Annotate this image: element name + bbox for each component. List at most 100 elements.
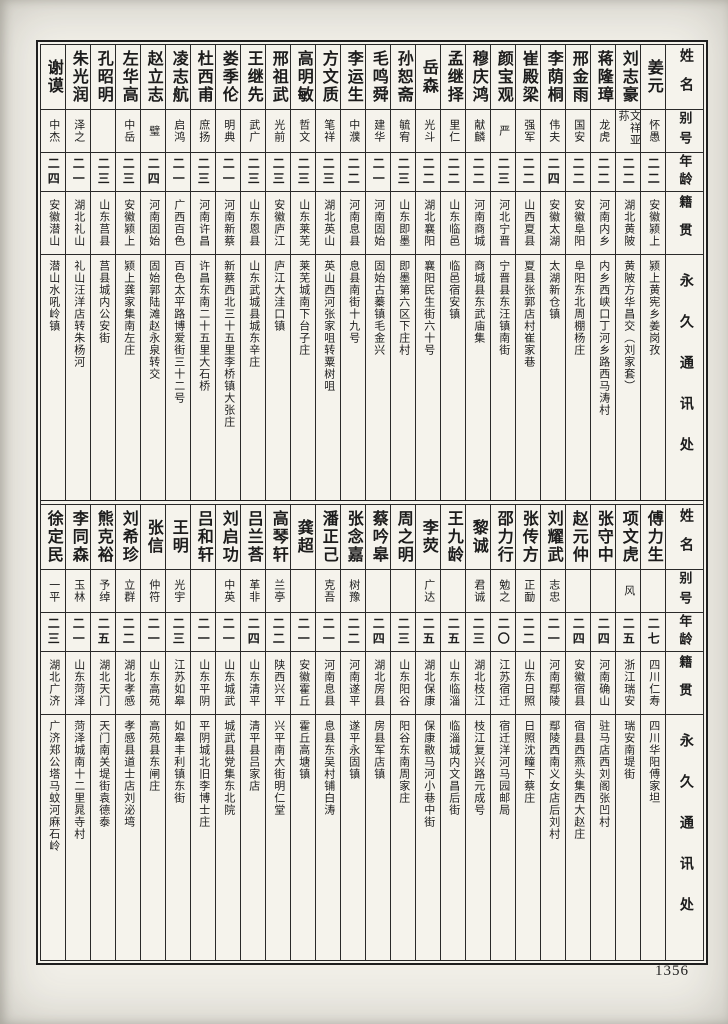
person-native-place-cell: 山西夏县 [516, 192, 540, 255]
header-cell-name: 姓名 [666, 45, 703, 110]
person-alias-cell: 文祥亚荪 [616, 110, 640, 153]
person-name-cell: 孔昭明 [91, 45, 115, 110]
person-alias: 泽之 [72, 119, 85, 143]
person-native-place: 四川仁寿 [647, 659, 660, 707]
person-native-place: 湖北广济 [47, 659, 60, 707]
person-age-cell: 二〇 [491, 613, 515, 652]
person-native-place-cell: 河南新蔡 [216, 192, 240, 255]
person-native-place-cell: 湖北保康 [416, 652, 440, 715]
header-cell-age: 年龄 [666, 613, 703, 652]
person-native-place-cell: 湖北孝感 [116, 652, 140, 715]
person-alias: 中濮 [347, 119, 360, 143]
person-name: 方文质 [319, 50, 337, 104]
person-name: 熊克裕 [94, 510, 112, 564]
person-alias-cell: 光斗 [416, 110, 440, 153]
person-name: 邵力行 [494, 510, 512, 564]
person-column: 穆庆鸿 献麟 二二 河南商城 商城县东武庙集 [465, 45, 490, 500]
person-address: 太湖新仓镇 [547, 260, 560, 320]
person-name: 孙恕斋 [394, 50, 412, 104]
person-alias: 立群 [122, 579, 135, 603]
person-address-cell: 内乡西峡口丁河乡路西马涛村 [591, 255, 615, 500]
person-address-cell: 如皋丰利镇东街 [166, 715, 190, 960]
person-age-cell: 二三 [391, 153, 415, 192]
person-address: 临淄城内文昌后街 [447, 720, 460, 816]
person-column: 刘希珍 立群 二二 湖北孝感 孝感县道士店刘泌塆 [115, 505, 140, 960]
person-column: 赵立志 璧 二四 河南固始 固始郭陆滩赵永泉转交 [140, 45, 165, 500]
person-age-cell: 二三 [166, 613, 190, 652]
person-name: 姜元 [644, 59, 662, 95]
person-age: 二七 [646, 617, 661, 647]
person-native-place: 山西夏县 [522, 199, 535, 247]
person-alias-cell: 武广 [241, 110, 265, 153]
person-age-cell: 二二 [516, 613, 540, 652]
person-native-place-cell: 山东即墨 [391, 192, 415, 255]
person-name: 李荧 [419, 519, 437, 555]
person-address: 遂平永固镇 [347, 720, 360, 780]
person-name-cell: 龚超 [291, 505, 315, 570]
person-age-cell: 二五 [616, 613, 640, 652]
person-name: 赵立志 [144, 50, 162, 104]
person-alias: 璧 [147, 125, 160, 137]
person-name: 龚超 [294, 519, 312, 555]
person-name-cell: 孙恕斋 [391, 45, 415, 110]
person-native-place: 山东莒县 [97, 199, 110, 247]
person-age-cell: 二三 [266, 153, 290, 192]
person-native-place-cell: 河南内乡 [591, 192, 615, 255]
person-native-place-cell: 安徽宿县 [566, 652, 590, 715]
person-age: 二三 [271, 157, 286, 187]
person-alias: 建华 [372, 119, 385, 143]
person-age-cell: 二五 [441, 613, 465, 652]
person-column: 高明敏 哲文 二三 山东莱芜 莱芜城南下台子庄 [290, 45, 315, 500]
person-address: 息县南街十九号 [347, 260, 360, 344]
person-age: 二二 [521, 157, 536, 187]
person-column: 孙恕斋 毓宥 二三 山东即墨 即墨第六区下庄村 [390, 45, 415, 500]
person-address-cell: 枝江复兴路元成号 [466, 715, 490, 960]
person-alias-cell: 毓宥 [391, 110, 415, 153]
roster-table-top: 姓名 别号 年龄 籍贯 永久通讯处 姜元 怀愚 二二 安徽颍上 颍上黄宪乡姜岗孜… [41, 45, 703, 500]
header-cell-alias: 别号 [666, 570, 703, 613]
person-native-place-cell: 山东阳谷 [391, 652, 415, 715]
person-alias-cell: 仲符 [141, 570, 165, 613]
person-name-cell: 刘希珍 [116, 505, 140, 570]
person-alias-cell: 龙虎 [591, 110, 615, 153]
person-name: 孔昭明 [94, 50, 112, 104]
person-native-place: 河南鄢陵 [547, 659, 560, 707]
person-native-place-cell: 湖北黄陂 [616, 192, 640, 255]
person-column: 李荧 广达 二五 湖北保康 保康敭马河小巷中街 [415, 505, 440, 960]
person-column: 傅力生 二七 四川仁寿 四川华阳傅家坦 [640, 505, 665, 960]
person-native-place: 河南许昌 [197, 199, 210, 247]
person-address-cell: 保康敭马河小巷中街 [416, 715, 440, 960]
person-name-cell: 徐定民 [41, 505, 65, 570]
person-name: 邢金雨 [569, 50, 587, 104]
person-native-place-cell: 安徽颍上 [116, 192, 140, 255]
person-address-cell: 新蔡西北三十五里李桥镇大张庄 [216, 255, 240, 500]
person-native-place: 江苏宿迁 [497, 659, 510, 707]
person-address: 新蔡西北三十五里李桥镇大张庄 [222, 260, 235, 428]
person-alias: 怀愚 [647, 119, 660, 143]
person-age: 二二 [346, 617, 361, 647]
person-name: 邢祖武 [269, 50, 287, 104]
person-age: 二二 [596, 157, 611, 187]
roster-page-inner-frame: 姓名 别号 年龄 籍贯 永久通讯处 姜元 怀愚 二二 安徽颍上 颍上黄宪乡姜岗孜… [40, 44, 704, 961]
person-address: 内乡西峡口丁河乡路西马涛村 [597, 260, 610, 416]
person-address: 莱芜城南下台子庄 [297, 260, 310, 356]
person-address: 山东武城县城东辛庄 [247, 260, 260, 368]
roster-table-bottom: 姓名 别号 年龄 籍贯 永久通讯处 傅力生 二七 四川仁寿 四川华阳傅家坦 项文… [41, 505, 703, 960]
person-native-place-cell: 湖北天门 [91, 652, 115, 715]
person-native-place-cell: 河北宁晋 [491, 192, 515, 255]
person-native-place-cell: 湖北英山 [316, 192, 340, 255]
person-address: 襄阳民生街六十号 [422, 260, 435, 356]
person-address: 莒县城内公安街 [97, 260, 110, 344]
person-name-cell: 穆庆鸿 [466, 45, 490, 110]
person-name-cell: 张传方 [516, 505, 540, 570]
table-divider [41, 500, 703, 505]
person-address: 息县东吴村铺白涛 [322, 720, 335, 816]
person-age-cell: 二三 [241, 153, 265, 192]
person-alias-cell: 广达 [416, 570, 440, 613]
header-label-age: 年龄 [677, 614, 693, 650]
header-label-alias: 别号 [677, 111, 693, 151]
person-age: 二三 [196, 157, 211, 187]
person-alias: 强军 [522, 119, 535, 143]
person-alias: 勉之 [497, 579, 510, 603]
person-native-place: 山东莱芜 [297, 199, 310, 247]
